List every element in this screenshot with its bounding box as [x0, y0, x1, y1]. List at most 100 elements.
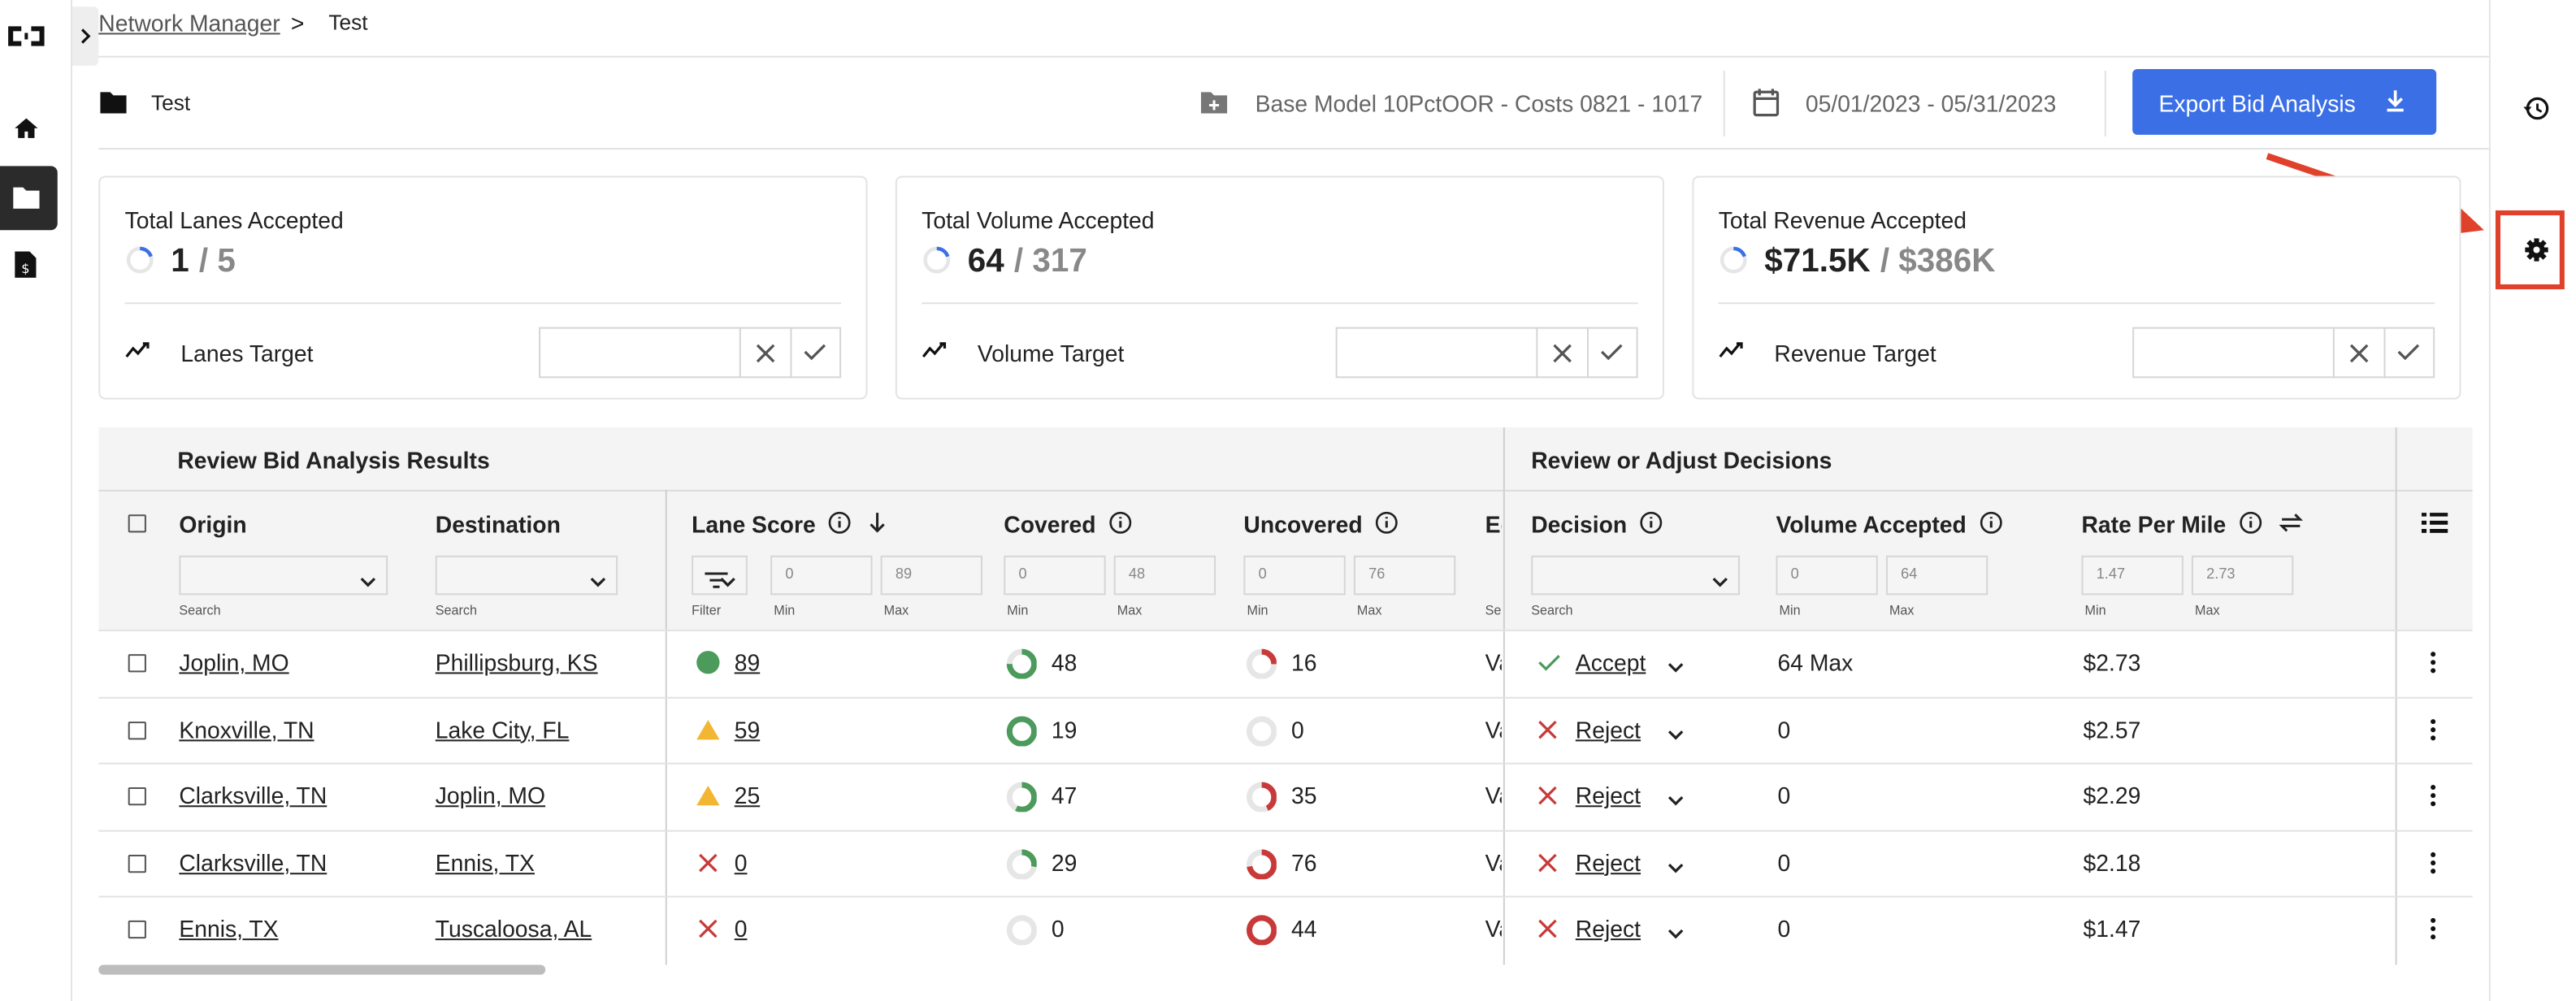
decision-dropdown[interactable]	[1666, 654, 1685, 673]
target-input[interactable]	[1335, 327, 1638, 379]
sort-icon[interactable]	[868, 511, 887, 534]
date-range[interactable]: 05/01/2023 - 05/31/2023	[1805, 90, 2057, 117]
origin-link[interactable]: Clarksville, TN	[179, 848, 327, 876]
origin-link[interactable]: Joplin, MO	[179, 649, 289, 676]
max-input[interactable]: 76	[1353, 555, 1456, 596]
home-icon[interactable]	[13, 115, 39, 141]
max-input[interactable]: 89	[880, 555, 982, 596]
decision-dropdown-svg	[1667, 929, 1684, 939]
uncovered-ring	[1243, 846, 1277, 879]
filter-select[interactable]	[179, 555, 388, 596]
decision-link[interactable]: Reject	[1575, 782, 1641, 809]
dropdown-chevron	[1711, 569, 1730, 587]
min-label: Min	[1247, 603, 1268, 618]
decision-dropdown[interactable]	[1666, 854, 1685, 873]
max-input[interactable]: 48	[1113, 555, 1216, 596]
confirm-button[interactable]	[1598, 340, 1624, 363]
clear-button[interactable]	[2348, 342, 2370, 365]
row-checkbox[interactable]	[128, 721, 146, 739]
info-icon[interactable]	[829, 511, 852, 534]
confirm-button[interactable]	[2396, 340, 2422, 363]
min-input[interactable]: 0	[770, 555, 873, 596]
lane-score-link[interactable]: 89	[734, 649, 761, 676]
info-icon[interactable]	[2239, 511, 2262, 534]
row-menu-svg	[2431, 784, 2436, 807]
info-icon[interactable]	[1980, 511, 2002, 534]
lane-score-link[interactable]: 0	[734, 915, 748, 942]
info-icon[interactable]	[1640, 511, 1663, 534]
breadcrumb-link[interactable]: Network Manager	[98, 10, 280, 37]
row-checkbox[interactable]	[128, 654, 146, 673]
decision-link[interactable]: Accept	[1575, 649, 1646, 676]
decision-dropdown[interactable]	[1666, 921, 1685, 939]
row-checkbox[interactable]	[128, 787, 146, 806]
column-settings[interactable]	[2421, 512, 2448, 534]
decision-dropdown[interactable]	[1666, 721, 1685, 739]
row-menu[interactable]	[2428, 917, 2438, 940]
confirm-button-svg	[804, 344, 826, 361]
destination-link[interactable]: Tuscaloosa, AL	[435, 915, 592, 942]
select-all-checkbox[interactable]	[128, 514, 146, 533]
divider	[1718, 302, 2435, 305]
min-input[interactable]: 0	[1776, 555, 1878, 596]
destination-link[interactable]: Lake City, FL	[435, 716, 570, 743]
destination-link[interactable]: Ennis, TX	[435, 848, 535, 876]
calendar-icon[interactable]	[1753, 89, 1780, 117]
history-icon[interactable]	[2523, 95, 2549, 121]
row-menu[interactable]	[2428, 784, 2438, 807]
destination-link[interactable]: Joplin, MO	[435, 782, 546, 809]
info-icon[interactable]	[1109, 511, 1132, 534]
origin-link[interactable]: Knoxville, TN	[179, 716, 314, 743]
max-input[interactable]: 64	[1885, 555, 1988, 596]
min-input[interactable]: 0	[1004, 555, 1106, 596]
origin-link[interactable]: Clarksville, TN	[179, 782, 327, 809]
destination-link[interactable]: Phillipsburg, KS	[435, 649, 598, 676]
row-menu[interactable]	[2428, 851, 2438, 873]
export-button[interactable]: Export Bid Analysis	[2132, 68, 2437, 135]
origin-link[interactable]: Ennis, TX	[179, 915, 279, 942]
row-menu[interactable]	[2428, 717, 2438, 740]
row-checkbox[interactable]	[128, 853, 146, 873]
card-title: Total Volume Accepted	[922, 206, 1155, 234]
covered-value: 19	[1051, 716, 1078, 743]
target-input[interactable]	[539, 327, 842, 379]
covered-ring-svg	[1006, 648, 1038, 680]
min-input[interactable]: 0	[1243, 555, 1346, 596]
filter-select[interactable]	[1531, 555, 1740, 596]
decision-link[interactable]: Reject	[1575, 915, 1641, 942]
uncovered-ring-svg	[1246, 915, 1277, 946]
sidebar-toggle[interactable]	[72, 6, 99, 66]
info-icon[interactable]	[1376, 511, 1399, 534]
row-menu-svg	[2431, 718, 2436, 740]
max-input[interactable]: 2.73	[2191, 555, 2294, 596]
lane-score-link[interactable]: 0	[734, 848, 748, 876]
volume-accepted: 0	[1777, 782, 1791, 809]
divider	[1586, 327, 1589, 379]
divider	[98, 55, 2489, 58]
decision-link[interactable]: Reject	[1575, 716, 1641, 743]
swap-icon[interactable]	[2279, 511, 2303, 534]
clear-button[interactable]	[1550, 342, 1573, 365]
target-input[interactable]	[2132, 327, 2435, 379]
card-value: 64	[967, 243, 1004, 280]
decision-link[interactable]: Reject	[1575, 848, 1641, 876]
column-header: Origin	[179, 511, 247, 538]
scrollbar[interactable]	[98, 964, 546, 975]
confirm-button[interactable]	[802, 340, 828, 363]
document-icon[interactable]: $	[15, 251, 37, 278]
settings-icon[interactable]	[2523, 236, 2549, 262]
rate-per-mile: $2.29	[2083, 782, 2141, 809]
min-input[interactable]: 1.47	[2081, 555, 2184, 596]
decision-icon-svg	[1538, 852, 1557, 872]
breadcrumb-current: Test	[328, 10, 368, 35]
clear-button[interactable]	[754, 342, 777, 365]
lane-score-link[interactable]: 59	[734, 716, 761, 743]
row-menu[interactable]	[2428, 651, 2438, 674]
lane-score-link[interactable]: 25	[734, 782, 761, 809]
filter-select[interactable]	[692, 555, 748, 596]
summary-card	[98, 176, 868, 400]
decision-dropdown[interactable]	[1666, 787, 1685, 806]
decision-icon-svg	[1538, 786, 1557, 805]
filter-select[interactable]	[435, 555, 618, 596]
row-checkbox[interactable]	[128, 920, 146, 939]
